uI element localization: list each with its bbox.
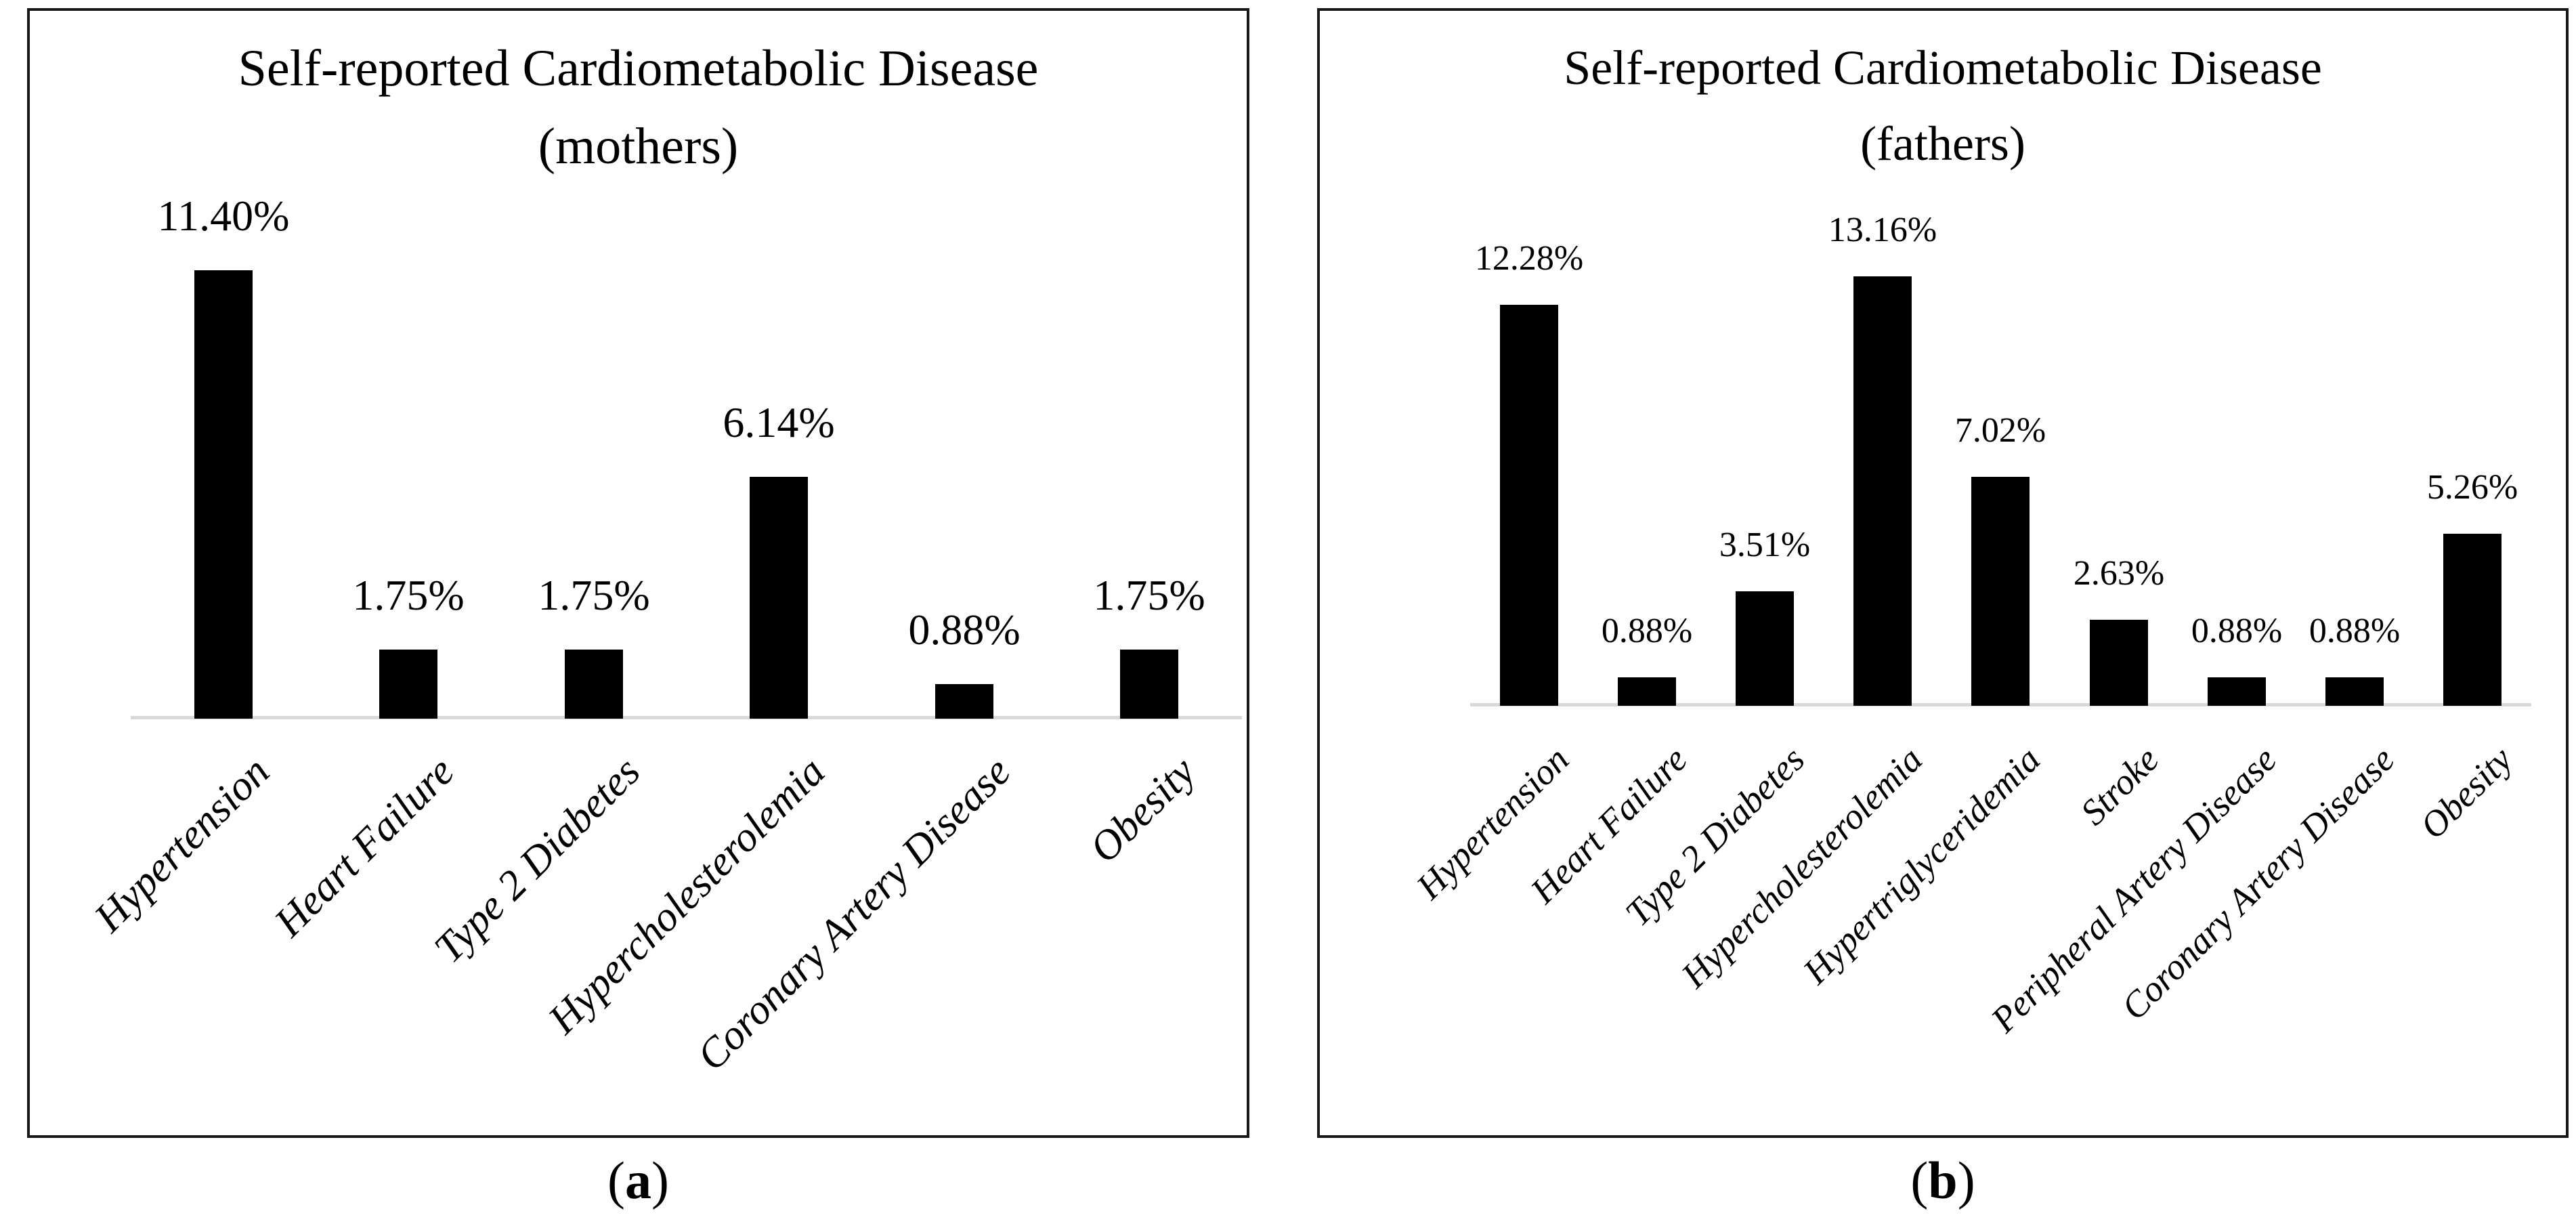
bar (935, 684, 993, 719)
bar (1736, 591, 1794, 706)
value-label: 0.88% (2309, 612, 2401, 650)
value-label: 12.28% (1474, 239, 1584, 278)
subfigure-caption-b: (b) (1317, 1150, 2569, 1211)
value-label: 1.75% (352, 571, 465, 619)
value-label: 1.75% (538, 571, 650, 619)
bar (2208, 677, 2266, 706)
caption-paren: ( (1910, 1151, 1929, 1210)
bar (1971, 477, 2030, 706)
value-label: 0.88% (908, 606, 1021, 654)
bar (379, 650, 437, 719)
bar (1853, 276, 1912, 706)
chart-title-block: Self-reported Cardiometabolic Disease (f… (1320, 30, 2566, 182)
value-label: 13.16% (1828, 211, 1937, 249)
bar (2325, 677, 2384, 706)
x-axis-label: Hypertriglyceridemia (1795, 738, 2048, 992)
x-axis-label: Obesity (2412, 738, 2520, 847)
plot-area-mothers: 11.40% Hypertension 1.75% Heart Failure 1.75… (30, 11, 1247, 1135)
bar (1500, 305, 1558, 706)
x-axis-label: Stroke (2072, 738, 2167, 833)
value-label: 2.63% (2073, 554, 2165, 593)
caption-letter: b (1928, 1151, 1958, 1210)
value-label: 6.14% (723, 398, 835, 446)
chart-title: Self-reported Cardiometabolic Disease (1564, 41, 2322, 95)
bar (565, 650, 623, 719)
bar (1618, 677, 1676, 706)
value-label: 11.40% (157, 192, 290, 240)
value-label: 0.88% (2191, 612, 2283, 650)
x-axis-label: Hypertension (85, 748, 278, 941)
value-label: 0.88% (1601, 612, 1693, 650)
chart-subtitle: (fathers) (1860, 117, 2025, 171)
caption-letter: a (625, 1151, 651, 1210)
plot-area-fathers: 12.28% Hypertension 0.88% Heart Failure 3.51… (1320, 11, 2566, 1135)
x-axis-label: Obesity (1080, 748, 1204, 872)
x-axis-label: Heart Failure (265, 748, 463, 946)
value-label: 5.26% (2426, 468, 2518, 507)
chart-panel-fathers: Self-reported Cardiometabolic Disease (f… (1317, 8, 2569, 1138)
caption-paren: ) (651, 1151, 669, 1210)
caption-paren: ( (607, 1151, 625, 1210)
bar (194, 270, 253, 719)
bar (2443, 534, 2502, 706)
value-label: 3.51% (1719, 526, 1811, 564)
chart-subtitle: (mothers) (538, 118, 739, 175)
chart-title: Self-reported Cardiometabolic Disease (238, 40, 1039, 97)
x-axis-line (131, 716, 1242, 719)
caption-paren: ) (1957, 1151, 1975, 1210)
chart-panel-mothers: Self-reported Cardiometabolic Disease (m… (27, 8, 1249, 1138)
subfigure-caption-a: (a) (27, 1150, 1249, 1211)
bar (1120, 650, 1178, 719)
bar (750, 477, 808, 719)
value-label: 7.02% (1954, 411, 2046, 450)
x-axis-label: Coronary Artery Disease (688, 748, 1019, 1080)
value-label: 1.75% (1093, 571, 1205, 619)
bar (2090, 620, 2148, 706)
chart-title-block: Self-reported Cardiometabolic Disease (m… (30, 30, 1247, 186)
